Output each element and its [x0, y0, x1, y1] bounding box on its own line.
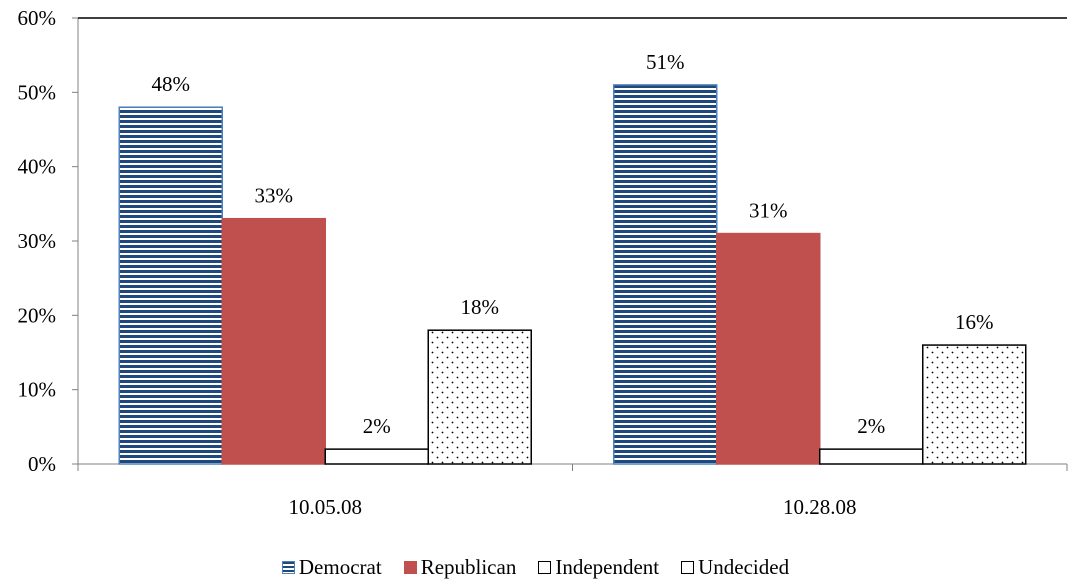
legend-swatch-democrat [281, 560, 295, 574]
bar-undecided-1 [427, 329, 532, 465]
x-tick-label: 10.05.08 [289, 495, 363, 519]
y-tick-label: 60% [18, 6, 57, 30]
data-label-democrat: 51% [646, 50, 685, 74]
legend-label: Democrat [298, 554, 382, 579]
legend-label: Independent [555, 554, 660, 579]
bar-republican-2 [716, 232, 821, 465]
legend-label: Undecided [698, 554, 790, 579]
x-tick-label: 10.28.08 [783, 495, 857, 519]
data-label-democrat: 48% [152, 72, 191, 96]
data-label-independent: 2% [363, 414, 391, 438]
legend: Democrat Republican Independent Undecided [0, 554, 1071, 580]
data-label-republican: 33% [255, 184, 294, 208]
y-tick-label: 50% [18, 80, 57, 104]
legend-item-undecided: Undecided [681, 555, 789, 580]
legend-swatch-republican [403, 560, 417, 574]
bar-independent-1 [324, 448, 429, 465]
bars [118, 84, 1027, 465]
data-labels: 48% 51% 33% 31% 2% 2% 18% 16% [152, 50, 994, 438]
bar-democrat-2 [613, 84, 718, 465]
y-tick-label: 0% [28, 452, 56, 476]
legend-swatch-independent [538, 560, 552, 574]
data-label-undecided: 16% [955, 310, 994, 334]
legend-swatch-undecided [681, 560, 695, 574]
bar-independent-2 [819, 448, 924, 465]
bar-chart: 0% 10% 20% 30% 40% 50% 60% 10.05.08 10.28.08 48%… [18, 6, 1068, 519]
legend-item-democrat: Democrat [281, 554, 382, 580]
bar-undecided-2 [922, 344, 1027, 465]
data-label-independent: 2% [857, 414, 885, 438]
data-label-undecided: 18% [461, 295, 500, 319]
bar-democrat-1 [118, 106, 223, 465]
bar-republican-1 [221, 217, 326, 465]
y-tick-label: 40% [18, 155, 57, 179]
axes: 0% 10% 20% 30% 40% 50% 60% 10.05.08 10.28.08 [18, 6, 1068, 519]
legend-item-republican: Republican [403, 554, 517, 580]
legend-item-independent: Independent [538, 555, 659, 580]
y-tick-label: 10% [18, 378, 57, 402]
y-tick-label: 20% [18, 303, 57, 327]
data-label-republican: 31% [749, 199, 788, 223]
legend-label: Republican [420, 554, 517, 579]
y-tick-label: 30% [18, 229, 57, 253]
